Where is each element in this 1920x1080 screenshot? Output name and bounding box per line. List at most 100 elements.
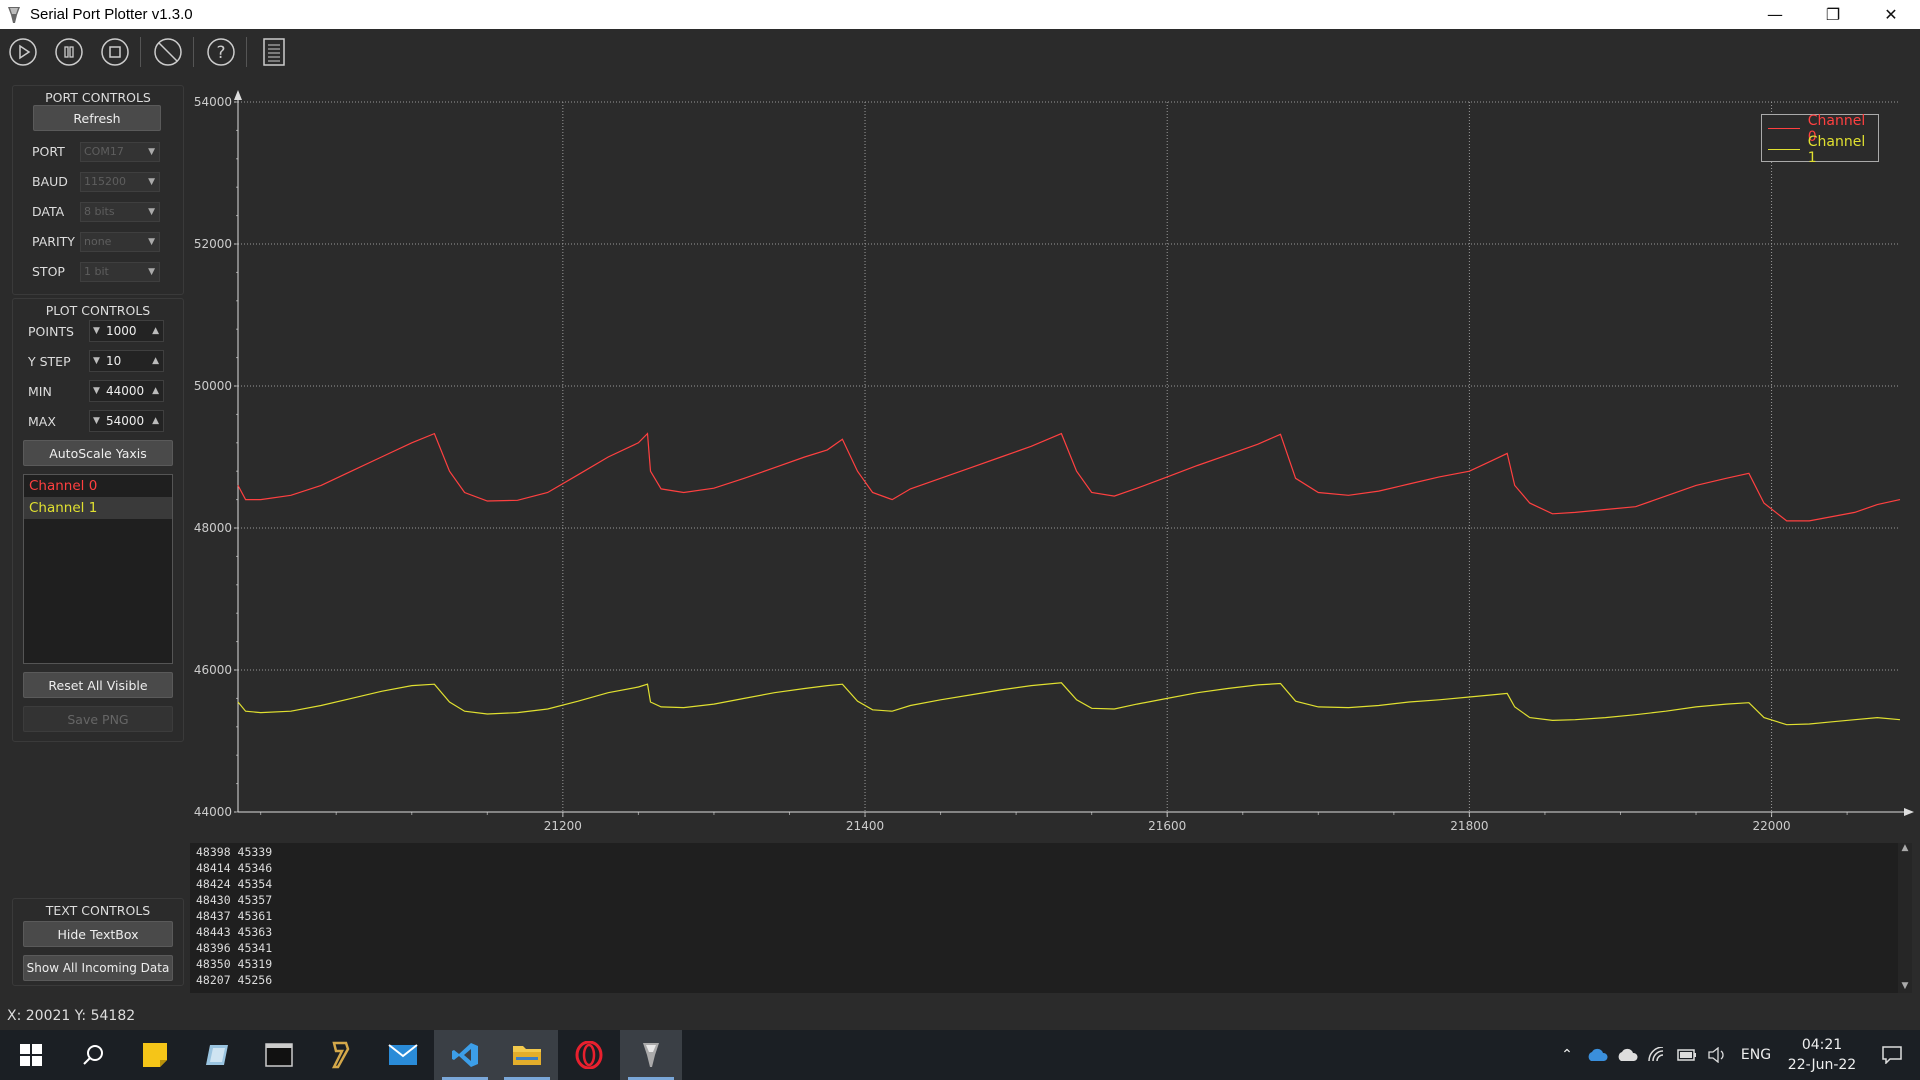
taskbar-sticky-notes[interactable] — [124, 1030, 186, 1080]
toolbar-separator — [193, 37, 194, 67]
save-png-button[interactable]: Save PNG — [23, 706, 173, 732]
toolbar-separator — [246, 37, 247, 67]
notifications-icon[interactable] — [1864, 1030, 1920, 1080]
restore-button[interactable]: ❐ — [1825, 5, 1841, 24]
search-icon — [83, 1045, 103, 1065]
clear-button[interactable] — [151, 35, 185, 69]
app-logo-icon — [331, 1041, 350, 1069]
start-button-windows[interactable] — [0, 1030, 62, 1080]
series-line-channel-0 — [237, 432, 1901, 522]
reset-visible-button[interactable]: Reset All Visible — [23, 672, 173, 698]
output-line: 48424 45354 — [196, 877, 273, 891]
close-button[interactable]: ✕ — [1884, 5, 1898, 24]
y-tick-label: 46000 — [194, 663, 232, 677]
plot-controls-panel: PLOT CONTROLS — [12, 298, 184, 742]
taskbar-mail[interactable] — [372, 1030, 434, 1080]
active-indicator — [504, 1077, 550, 1080]
taskbar-files-app[interactable] — [186, 1030, 248, 1080]
taskbar-explorer[interactable] — [496, 1030, 558, 1080]
y-axis-arrow — [234, 90, 242, 100]
chart-legend: Channel 0 Channel 1 — [1761, 112, 1879, 166]
min-label: MIN — [28, 384, 52, 399]
hide-textbox-button[interactable]: Hide TextBox — [23, 921, 173, 947]
clock-date: 22-Jun-22 — [1787, 1057, 1857, 1073]
legend-swatch — [1768, 149, 1800, 150]
log-button[interactable] — [257, 35, 291, 69]
title-bar: Serial Port Plotter v1.3.0 — ❐ ✕ — [0, 0, 1920, 29]
ystep-spinbox[interactable]: ▼ 10 ▲ — [89, 350, 164, 372]
active-indicator — [442, 1077, 488, 1080]
y-tick-label: 44000 — [194, 805, 232, 819]
stop-button[interactable] — [98, 35, 132, 69]
autoscale-button[interactable]: AutoScale Yaxis — [23, 440, 173, 466]
pause-button[interactable] — [52, 35, 86, 69]
legend-label: Channel 0 — [1807, 112, 1866, 145]
port-select[interactable]: COM17 ▼ — [80, 142, 160, 162]
output-line: 48443 45363 — [196, 925, 273, 939]
taskbar-opera[interactable] — [558, 1030, 620, 1080]
output-line: 48207 45256 — [196, 973, 273, 987]
help-icon: ? — [207, 38, 235, 66]
data-bits-select[interactable]: 8 bits ▼ — [80, 202, 160, 222]
language-indicator[interactable]: ENG — [1740, 1047, 1772, 1063]
refresh-button[interactable]: Refresh — [33, 105, 161, 131]
taskbar-terminal[interactable] — [248, 1030, 310, 1080]
output-textbox[interactable]: 48398 45339 48414 45346 48424 45354 48430 4… — [190, 843, 1912, 993]
x-tick-label: 22000 — [1752, 819, 1790, 830]
output-line: 48396 45341 — [196, 941, 273, 955]
taskbar-clock[interactable]: 04:21 22-Jun-22 — [1780, 1035, 1864, 1075]
taskbar-arduino-app[interactable] — [310, 1030, 372, 1080]
output-line: 48414 45346 — [196, 861, 273, 875]
taskbar-serial-plotter[interactable] — [620, 1030, 682, 1080]
output-line: 48430 45357 — [196, 893, 273, 907]
battery-icon[interactable] — [1672, 1030, 1702, 1080]
taskbar-vscode[interactable] — [434, 1030, 496, 1080]
scroll-down-icon[interactable]: ▼ — [1901, 981, 1909, 991]
data-bits-label: DATA — [32, 204, 65, 219]
port-controls-title: PORT CONTROLS — [45, 90, 151, 105]
show-all-data-button[interactable]: Show All Incoming Data — [23, 955, 173, 981]
x-tick-label: 21600 — [1148, 819, 1186, 830]
tray-overflow-icon[interactable]: ⌃ — [1561, 1047, 1573, 1063]
onedrive-personal-icon[interactable] — [1612, 1030, 1642, 1080]
channel-list-item[interactable]: Channel 0 — [29, 478, 98, 494]
plot-area[interactable]: 44000 46000 48000 50000 52000 54000 21200 21400… — [190, 90, 1915, 830]
x-tick-label: 21800 — [1450, 819, 1488, 830]
min-spinbox[interactable]: ▼ 44000 ▲ — [89, 380, 164, 402]
output-line: 48437 45361 — [196, 909, 273, 923]
baud-select[interactable]: 115200 ▼ — [80, 172, 160, 192]
toolbar: ? — [0, 29, 1920, 75]
onedrive-icon[interactable] — [1582, 1030, 1612, 1080]
help-button[interactable]: ? — [204, 35, 238, 69]
active-indicator — [628, 1077, 674, 1080]
textbox-scrollbar[interactable]: ▲ ▼ — [1898, 843, 1912, 993]
stop-bits-select[interactable]: 1 bit ▼ — [80, 262, 160, 282]
parity-select[interactable]: none ▼ — [80, 232, 160, 252]
stop-bits-label: STOP — [32, 264, 65, 279]
y-tick-label: 54000 — [194, 95, 232, 109]
opera-icon — [575, 1041, 603, 1069]
taskbar: ⌃ ENG 04:21 22-Jun-22 — [0, 1030, 1920, 1080]
svg-text:?: ? — [216, 43, 225, 63]
pause-icon — [55, 38, 83, 66]
channel-list-item[interactable]: Channel 1 — [24, 497, 172, 519]
max-label: MAX — [28, 414, 56, 429]
line-chart[interactable]: 44000 46000 48000 50000 52000 54000 21200 21400… — [190, 90, 1915, 830]
wifi-icon[interactable] — [1642, 1030, 1672, 1080]
clear-icon — [154, 38, 182, 66]
cursor-position-status: X: 20021 Y: 54182 — [7, 1008, 136, 1024]
channel-list: Channel 0 Channel 1 — [23, 474, 173, 664]
start-button[interactable] — [6, 35, 40, 69]
y-tick-label: 48000 — [194, 521, 232, 535]
volume-icon[interactable] — [1702, 1030, 1732, 1080]
port-label: PORT — [32, 144, 65, 159]
taskbar-search-button[interactable] — [62, 1030, 124, 1080]
scroll-up-icon[interactable]: ▲ — [1901, 843, 1909, 853]
points-spinbox[interactable]: ▼ 1000 ▲ — [89, 320, 164, 342]
legend-item-channel-1: Channel 1 — [1762, 134, 1878, 166]
minimize-button[interactable]: — — [1767, 5, 1783, 24]
x-tick-label: 21200 — [544, 819, 582, 830]
max-spinbox[interactable]: ▼ 54000 ▲ — [89, 410, 164, 432]
sticky-notes-icon — [143, 1043, 167, 1067]
